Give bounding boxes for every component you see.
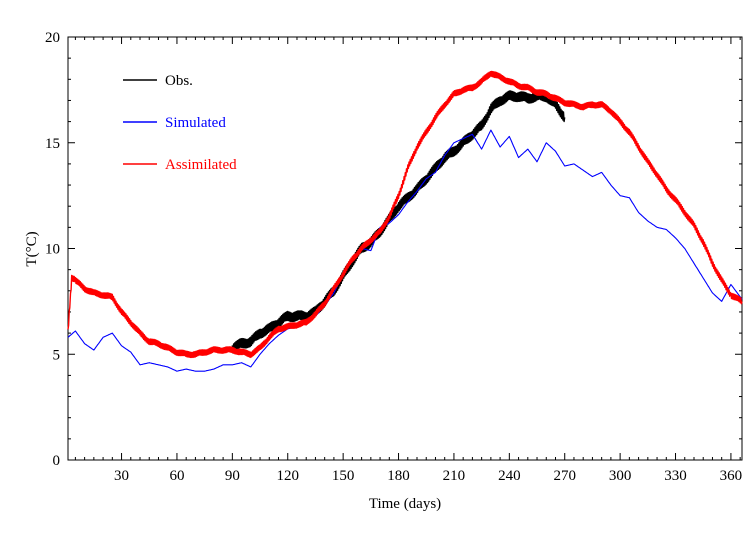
x-tick-label: 150 xyxy=(332,468,355,484)
y-tick-label: 0 xyxy=(53,453,61,469)
y-axis-label: T(°C) xyxy=(24,231,40,266)
series-line-2 xyxy=(67,70,743,359)
legend-label: Assimilated xyxy=(165,157,237,173)
axis-ticks: 30 60 90 120 150 180 210 240 270 300 330 360 0 5 10 15 2… xyxy=(45,30,742,484)
x-tick-label: 120 xyxy=(276,468,299,484)
plot-frame xyxy=(67,36,743,461)
x-tick-label: 90 xyxy=(225,468,240,484)
x-tick-label: 180 xyxy=(387,468,410,484)
x-tick-label: 330 xyxy=(664,468,687,484)
x-tick-label: 30 xyxy=(114,468,129,484)
x-tick-label: 210 xyxy=(443,468,466,484)
y-tick-label: 20 xyxy=(45,30,60,46)
x-axis-label: Time (days) xyxy=(369,496,441,512)
x-tick-label: 360 xyxy=(720,468,743,484)
data-series xyxy=(67,70,743,372)
legend: Obs. Simulated Assimilated xyxy=(123,73,237,173)
y-tick-label: 5 xyxy=(53,347,61,363)
x-tick-label: 60 xyxy=(169,468,184,484)
series-line-1 xyxy=(67,129,743,372)
x-tick-label: 300 xyxy=(609,468,632,484)
x-tick-label: 240 xyxy=(498,468,521,484)
series-line-0 xyxy=(231,90,566,354)
y-tick-label: 10 xyxy=(45,242,60,258)
x-tick-label: 270 xyxy=(553,468,576,484)
legend-label: Simulated xyxy=(165,115,226,131)
y-tick-label: 15 xyxy=(45,136,60,152)
legend-label: Obs. xyxy=(165,73,193,89)
